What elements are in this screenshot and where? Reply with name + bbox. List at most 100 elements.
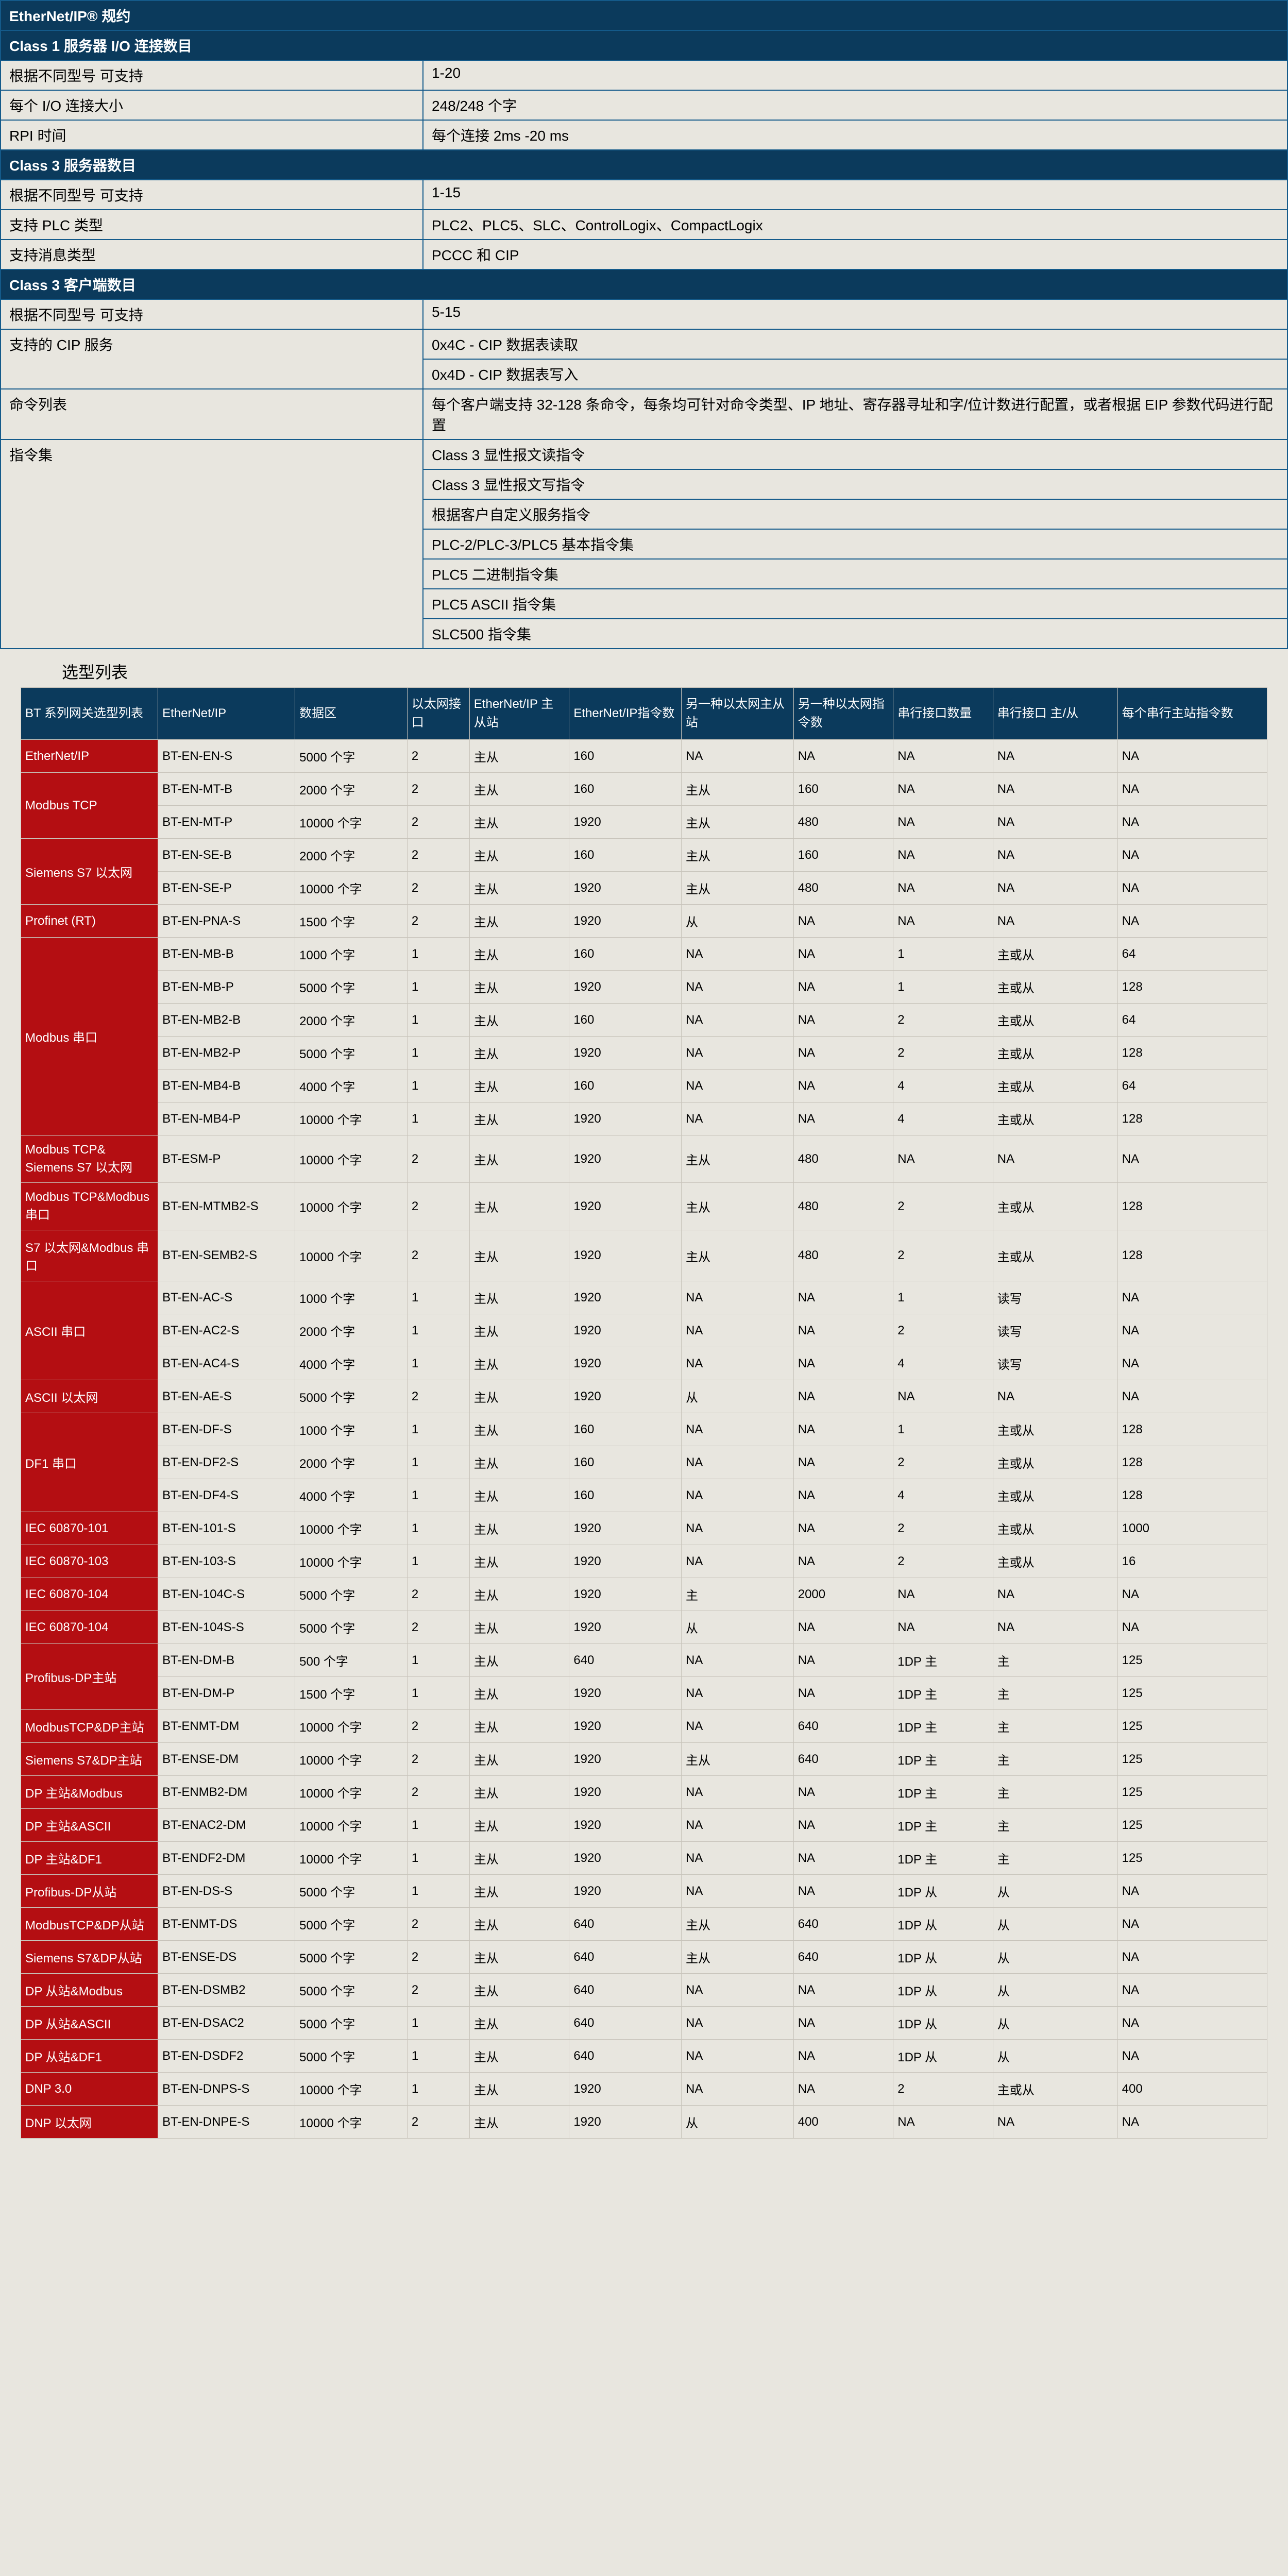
sel-row: Siemens S7&DP主站BT-ENSE-DM10000 个字2主从1920…	[21, 1743, 1267, 1776]
sel-row: BT-EN-MB4-B4000 个字1主从160NANA4主或从64	[21, 1070, 1267, 1103]
sel-cell: 640	[569, 1644, 682, 1677]
sel-row: BT-EN-MB-P5000 个字1主从1920NANA1主或从128	[21, 971, 1267, 1004]
spec-value: Class 3 显性报文写指令	[423, 469, 1287, 499]
sel-header: 另一种以太网主从站	[682, 688, 794, 740]
sel-cell: 2	[407, 1230, 469, 1281]
sel-cell: 主从	[469, 1974, 569, 2007]
sel-cell: 4	[893, 1347, 993, 1380]
sel-cell: 1920	[569, 1710, 682, 1743]
sel-row: DP 主站&ASCIIBT-ENAC2-DM10000 个字1主从1920NAN…	[21, 1809, 1267, 1842]
sel-cell: 从	[682, 2106, 794, 2139]
sel-cell: NA	[893, 839, 993, 872]
sel-cell: 2	[407, 1941, 469, 1974]
sel-cell: 1	[407, 2073, 469, 2106]
sel-cell: 640	[569, 1941, 682, 1974]
sel-row: Siemens S7 以太网BT-EN-SE-B2000 个字2主从160主从1…	[21, 839, 1267, 872]
sel-cell: 主或从	[993, 1004, 1117, 1037]
sel-cell: NA	[1117, 1578, 1267, 1611]
sel-row: IEC 60870-103BT-EN-103-S10000 个字1主从1920N…	[21, 1545, 1267, 1578]
sel-row: DP 从站&ModbusBT-EN-DSMB25000 个字2主从640NANA…	[21, 1974, 1267, 2007]
spec-label: 根据不同型号 可支持	[1, 180, 423, 210]
sel-header: 另一种以太网指令数	[793, 688, 893, 740]
sel-cell: 主从	[469, 1314, 569, 1347]
sel-cell: 480	[793, 1183, 893, 1230]
selection-table: BT 系列网关选型列表EtherNet/IP数据区以太网接口EtherNet/I…	[21, 687, 1267, 2139]
spec-label: 命令列表	[1, 389, 423, 439]
sel-cell: 160	[569, 839, 682, 872]
sel-cell: 主从	[469, 1941, 569, 1974]
sel-category: Profinet (RT)	[21, 905, 158, 938]
sel-cell: NA	[793, 1776, 893, 1809]
sel-cell: 1	[407, 1809, 469, 1842]
sel-cell: NA	[993, 905, 1117, 938]
sel-cell: NA	[682, 1314, 794, 1347]
sel-cell: 1	[407, 938, 469, 971]
sel-cell: NA	[893, 773, 993, 806]
sel-cell: 1920	[569, 1037, 682, 1070]
sel-cell: NA	[793, 1413, 893, 1446]
sel-cell: 从	[682, 1611, 794, 1644]
sel-row: IEC 60870-104BT-EN-104S-S5000 个字2主从1920从…	[21, 1611, 1267, 1644]
sel-cell: NA	[682, 1710, 794, 1743]
sel-cell: 2	[893, 1183, 993, 1230]
sel-cell: NA	[1117, 1136, 1267, 1183]
sel-cell: NA	[1117, 2040, 1267, 2073]
sel-cell: 4	[893, 1103, 993, 1136]
sel-cell: 1920	[569, 1743, 682, 1776]
sel-cell: NA	[682, 1512, 794, 1545]
sel-cell: 主从	[469, 1710, 569, 1743]
sel-row: DP 主站&DF1BT-ENDF2-DM10000 个字1主从1920NANA1…	[21, 1842, 1267, 1875]
sel-cell: NA	[793, 1479, 893, 1512]
sel-cell: 1DP 主	[893, 1842, 993, 1875]
sel-cell: NA	[682, 1809, 794, 1842]
sel-row: EtherNet/IPBT-EN-EN-S5000 个字2主从160NANANA…	[21, 740, 1267, 773]
sel-category: Profibus-DP从站	[21, 1875, 158, 1908]
sel-cell: 2	[407, 1578, 469, 1611]
sel-cell: 主	[993, 1809, 1117, 1842]
sel-category: DP 主站&Modbus	[21, 1776, 158, 1809]
sel-cell: BT-EN-AE-S	[158, 1380, 295, 1413]
sel-cell: NA	[1117, 1314, 1267, 1347]
sel-cell: 主从	[469, 1103, 569, 1136]
sel-cell: 从	[993, 1908, 1117, 1941]
sel-cell: NA	[793, 1446, 893, 1479]
sel-cell: 1920	[569, 1347, 682, 1380]
sel-cell: NA	[793, 1004, 893, 1037]
sel-cell: NA	[682, 1347, 794, 1380]
sel-cell: 4	[893, 1479, 993, 1512]
spec-section-heading: Class 3 服务器数目	[1, 150, 1287, 180]
sel-cell: 从	[993, 1875, 1117, 1908]
sel-cell: NA	[893, 1578, 993, 1611]
sel-cell: 主或从	[993, 1103, 1117, 1136]
sel-cell: NA	[682, 1875, 794, 1908]
sel-cell: 400	[793, 2106, 893, 2139]
sel-cell: 10000 个字	[295, 1183, 408, 1230]
sel-cell: NA	[793, 1644, 893, 1677]
sel-cell: 160	[569, 1070, 682, 1103]
sel-category: DP 从站&ASCII	[21, 2007, 158, 2040]
spec-label: 根据不同型号 可支持	[1, 299, 423, 329]
sel-cell: 主	[993, 1710, 1117, 1743]
spec-label: 支持 PLC 类型	[1, 210, 423, 240]
sel-cell: 1	[407, 1314, 469, 1347]
sel-cell: 160	[793, 773, 893, 806]
sel-cell: 5000 个字	[295, 740, 408, 773]
sel-cell: 1920	[569, 971, 682, 1004]
sel-cell: 1920	[569, 1875, 682, 1908]
sel-cell: 10000 个字	[295, 1842, 408, 1875]
sel-cell: NA	[1117, 740, 1267, 773]
sel-cell: 640	[793, 1941, 893, 1974]
sel-cell: 1000 个字	[295, 938, 408, 971]
sel-cell: NA	[793, 938, 893, 971]
sel-cell: 10000 个字	[295, 1710, 408, 1743]
sel-cell: NA	[793, 2040, 893, 2073]
sel-cell: 1	[407, 1446, 469, 1479]
sel-cell: 64	[1117, 1070, 1267, 1103]
sel-row: Profibus-DP主站BT-EN-DM-B500 个字1主从640NANA1…	[21, 1644, 1267, 1677]
sel-cell: 1	[407, 1037, 469, 1070]
sel-cell: 1	[407, 1479, 469, 1512]
sel-cell: 500 个字	[295, 1644, 408, 1677]
sel-category: ModbusTCP&DP主站	[21, 1710, 158, 1743]
sel-cell: NA	[793, 1545, 893, 1578]
sel-cell: 主从	[469, 1809, 569, 1842]
